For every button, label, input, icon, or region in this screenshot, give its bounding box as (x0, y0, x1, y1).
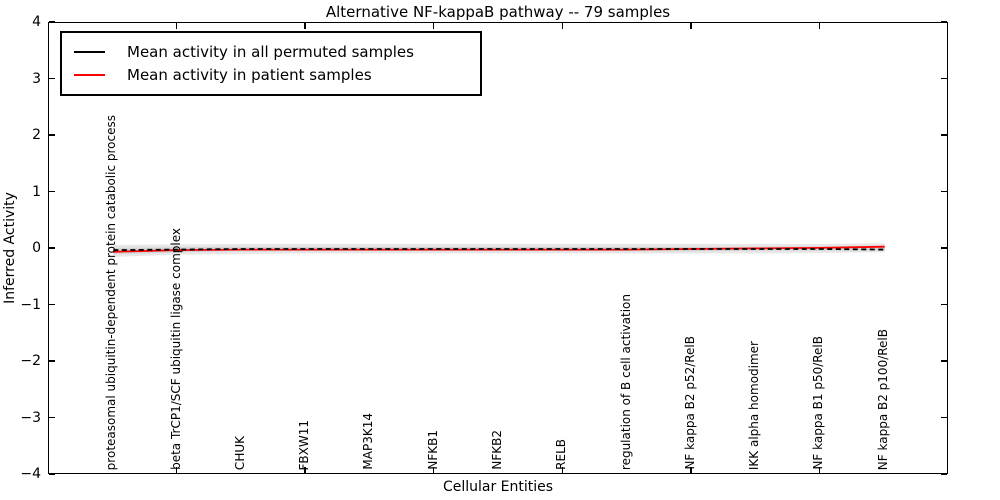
x-tick-mark (304, 466, 306, 473)
plot-area (48, 22, 948, 474)
y-tick-mark (940, 21, 947, 23)
x-tick-mark (432, 466, 435, 473)
x-category-label: NFKB1 (425, 430, 440, 470)
legend-box: Mean activity in all permuted samples Me… (60, 31, 482, 96)
x-tick-mark (561, 23, 564, 29)
black-line-sample-icon (74, 51, 105, 53)
x-category-label: NF kappa B2 p100/RelB (875, 328, 890, 470)
x-tick-mark (818, 23, 821, 29)
y-tick-label: 2 (32, 127, 41, 143)
x-category-label: beta TrCP1/SCF ubiquitin ligase complex (168, 228, 183, 470)
x-tick-mark (561, 466, 564, 473)
y-tick-mark (940, 190, 947, 193)
legend-entry-permuted: Mean activity in all permuted samples (74, 43, 480, 61)
x-tick-mark (690, 466, 692, 473)
x-category-label: MAP3K14 (361, 413, 376, 470)
y-tick-label: 4 (32, 14, 41, 30)
x-category-label: CHUK (232, 435, 247, 470)
y-tick-mark (49, 134, 55, 136)
y-tick-mark (49, 416, 55, 419)
x-tick-mark (432, 23, 435, 29)
x-category-label: RELB (554, 439, 569, 470)
y-tick-mark (940, 303, 947, 306)
x-tick-mark (818, 466, 821, 473)
x-category-label: regulation of B cell activation (618, 293, 633, 470)
y-tick-mark (940, 473, 947, 475)
y-tick-mark (49, 247, 55, 249)
y-tick-label: −1 (20, 296, 41, 313)
y-tick-label: −3 (20, 409, 41, 426)
x-category-label: NF kappa B1 p50/RelB (811, 336, 826, 470)
y-tick-mark (940, 360, 947, 362)
y-tick-mark (49, 21, 55, 23)
x-category-label: NF kappa B2 p52/RelB (682, 336, 697, 470)
y-tick-label: 3 (32, 70, 41, 87)
x-category-label: FBXW11 (297, 419, 312, 471)
y-tick-label: 0 (32, 240, 41, 256)
y-tick-mark (49, 190, 55, 193)
y-tick-label: 1 (32, 183, 41, 200)
y-tick-mark (49, 77, 55, 80)
legend-entry-patient: Mean activity in patient samples (74, 66, 480, 84)
y-tick-mark (940, 77, 947, 80)
y-tick-label: −4 (20, 466, 41, 482)
y-tick-mark (940, 134, 947, 136)
x-tick-mark (175, 23, 178, 29)
y-tick-mark (49, 303, 55, 306)
x-tick-mark (175, 466, 178, 473)
y-tick-label: −2 (20, 353, 41, 369)
y-tick-mark (940, 416, 947, 419)
y-tick-mark (940, 247, 947, 249)
x-tick-mark (690, 23, 692, 29)
x-category-label: IKK alpha homodimer (747, 340, 762, 470)
legend-label: Mean activity in all permuted samples (127, 43, 414, 61)
x-axis-label: Cellular Entities (442, 479, 554, 495)
chart-title: Alternative NF-kappaB pathway -- 79 samp… (325, 3, 671, 21)
y-tick-mark (49, 360, 55, 362)
x-category-label: NFKB2 (490, 430, 504, 470)
legend-label: Mean activity in patient samples (127, 66, 372, 84)
red-line-sample-icon (74, 74, 105, 76)
permuted-series-line (113, 248, 885, 251)
x-category-label: proteasomal ubiquitin-dependent protein … (104, 114, 119, 470)
chart-plot-svg (113, 243, 885, 257)
x-tick-mark (304, 23, 306, 29)
y-tick-mark (49, 473, 55, 475)
